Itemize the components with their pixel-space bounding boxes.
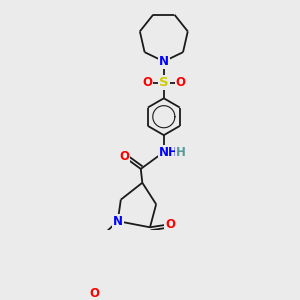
Text: NH: NH	[158, 146, 178, 158]
Text: O: O	[119, 150, 129, 163]
Text: O: O	[176, 76, 186, 89]
Text: O: O	[90, 287, 100, 300]
Text: N: N	[113, 214, 123, 228]
Text: N: N	[159, 55, 169, 68]
Text: O: O	[165, 218, 175, 231]
Text: S: S	[159, 76, 169, 89]
Text: O: O	[142, 76, 152, 89]
Text: H: H	[176, 146, 186, 158]
